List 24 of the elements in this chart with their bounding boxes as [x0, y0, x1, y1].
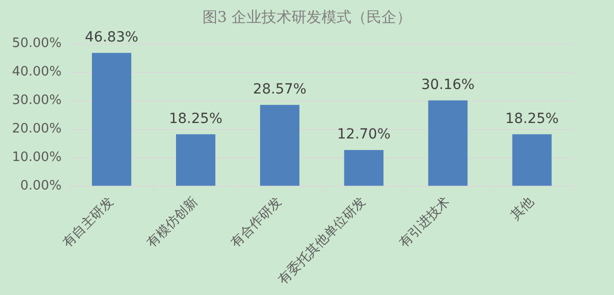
bar: [428, 100, 468, 186]
chart-title: 图3 企业技术研发模式（民企）: [201, 8, 413, 27]
x-tick-label: 有自主研发: [60, 194, 117, 251]
y-tick-label: 20.00%: [12, 122, 62, 137]
y-tick-label: 10.00%: [12, 150, 62, 166]
data-label: 46.83%: [84, 29, 138, 46]
x-tick-label: 有合作研发: [228, 194, 285, 251]
bar: [512, 134, 552, 186]
x-tick-label: 有模仿创新: [144, 194, 201, 251]
bar: [260, 104, 300, 186]
data-label: 18.25%: [505, 110, 559, 127]
bar: [176, 134, 216, 186]
x-tick-label: 其他: [508, 194, 538, 224]
y-tick-label: 50.00%: [12, 36, 62, 52]
data-label: 18.25%: [168, 110, 222, 127]
x-tick-label: 有引进技术: [396, 194, 454, 251]
data-label: 28.57%: [253, 81, 306, 98]
y-tick-label: 0.00%: [20, 178, 62, 194]
bar: [344, 150, 384, 186]
y-tick-label: 40.00%: [12, 64, 62, 80]
data-label: 12.70%: [337, 126, 391, 143]
y-tick-label: 30.00%: [12, 93, 62, 108]
bar: [92, 52, 132, 186]
data-label: 30.16%: [421, 76, 475, 93]
